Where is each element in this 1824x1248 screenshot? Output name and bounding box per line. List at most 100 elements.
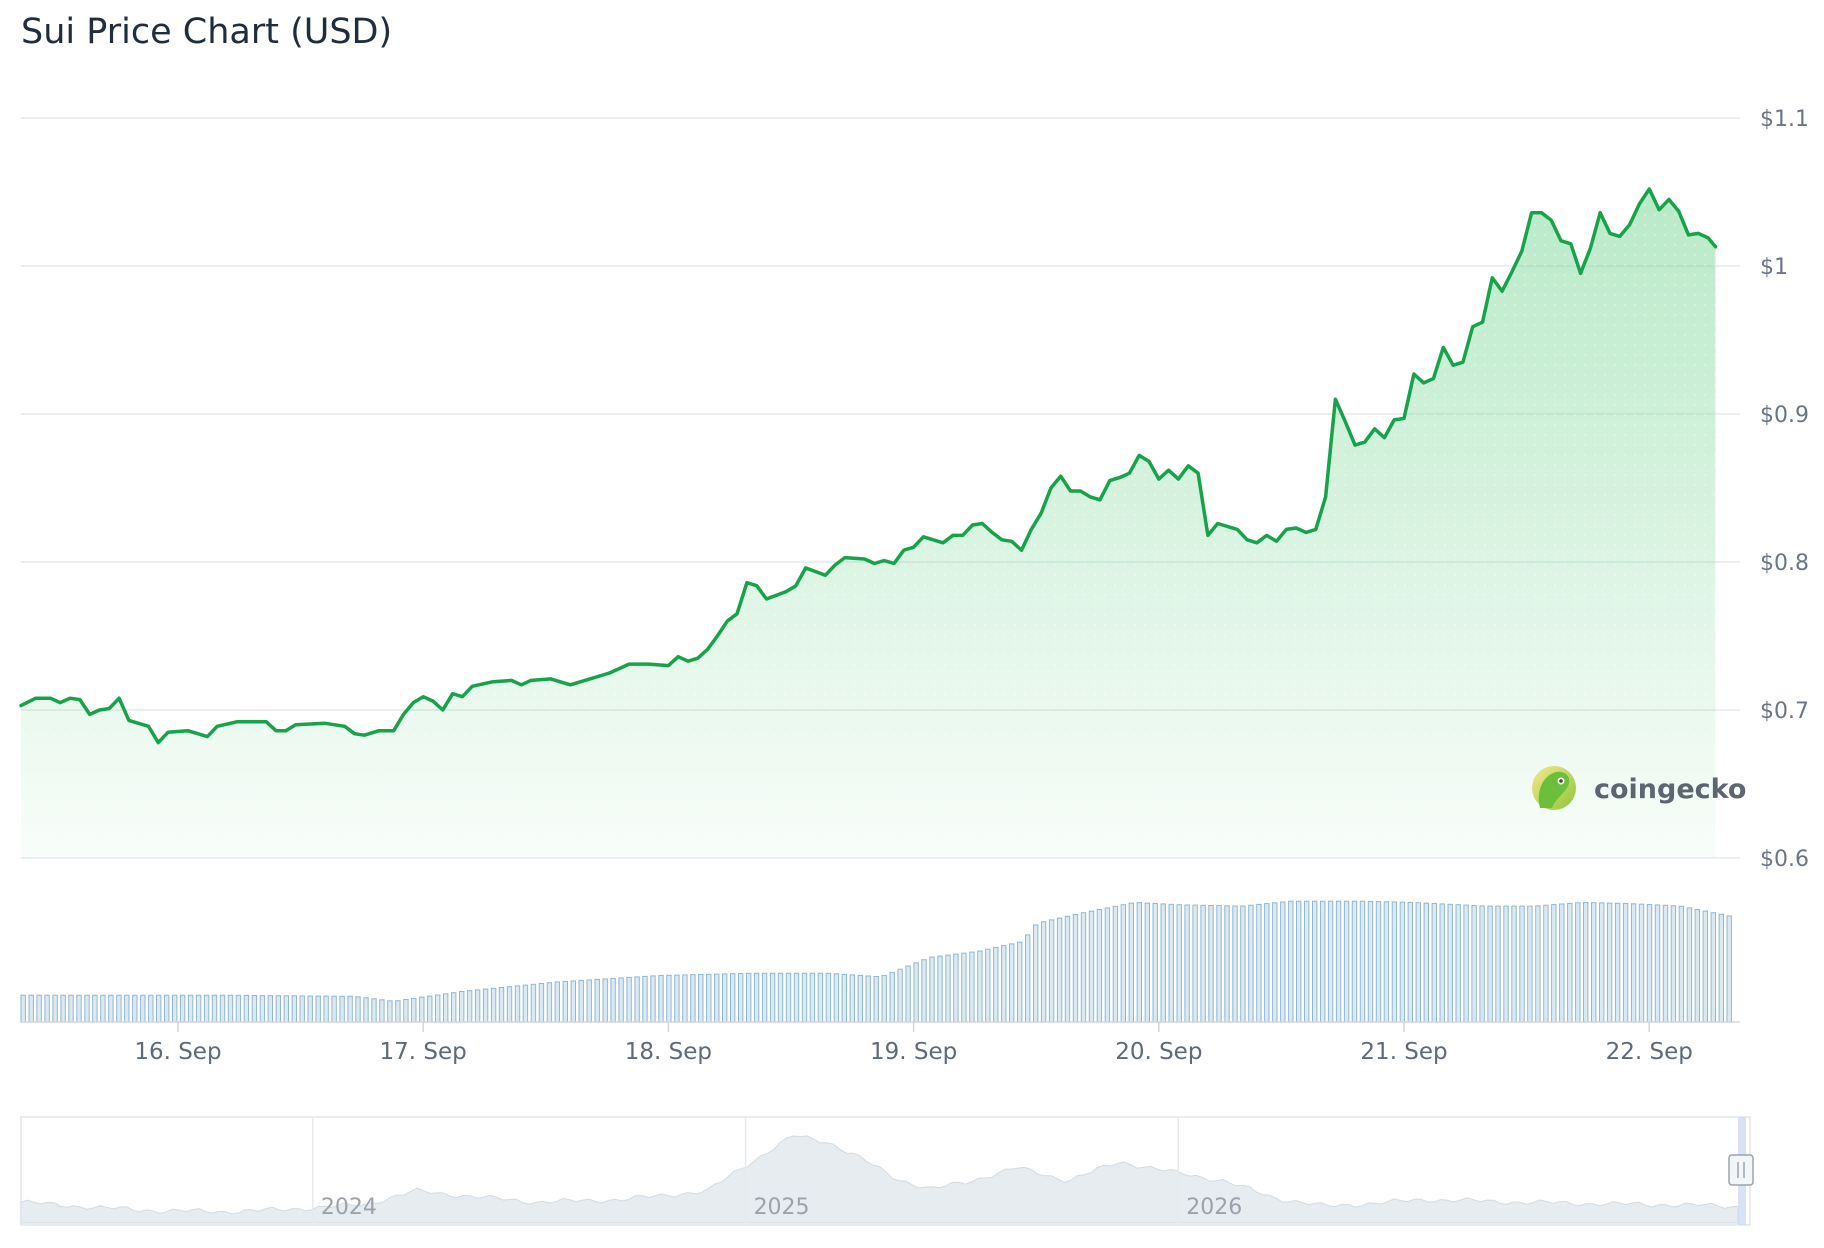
- volume-bar: [187, 994, 194, 1023]
- volume-bar: [1152, 903, 1158, 1023]
- volume-bar: [929, 956, 935, 1023]
- volume-bar: [1120, 904, 1126, 1023]
- volume-bar: [164, 994, 170, 1023]
- volume-bar: [1455, 904, 1461, 1023]
- volume-bar: [124, 994, 130, 1023]
- volume-bar: [1415, 902, 1421, 1023]
- volume-bar: [817, 972, 824, 1023]
- volume-bar: [1726, 915, 1732, 1023]
- volume-bar: [1280, 901, 1286, 1023]
- volume-bar: [953, 953, 959, 1023]
- volume-bar: [1056, 917, 1063, 1023]
- volume-bar: [219, 994, 226, 1023]
- volume-bar: [626, 976, 632, 1023]
- volume-bar: [1567, 902, 1573, 1023]
- volume-bar: [1327, 900, 1334, 1023]
- price-series: [19, 187, 1718, 745]
- volume-bar: [873, 976, 879, 1023]
- volume-bar: [20, 994, 26, 1023]
- volume-bar: [554, 981, 560, 1023]
- volume-bar: [658, 975, 664, 1023]
- volume-bar: [100, 994, 106, 1023]
- navigator-tick-label: 2026: [1186, 1195, 1242, 1220]
- volume-bar: [1096, 909, 1103, 1023]
- volume-bar: [459, 991, 465, 1023]
- volume-bar: [307, 995, 313, 1023]
- volume-bar: [1009, 943, 1015, 1023]
- volume-bar: [1654, 904, 1661, 1023]
- volume-bar: [1335, 900, 1342, 1023]
- volume-bar: [905, 965, 911, 1023]
- volume-bar: [435, 994, 441, 1023]
- volume-bar: [969, 951, 975, 1023]
- volume-bar: [52, 994, 58, 1023]
- y-tick-label: $0.6: [1760, 847, 1809, 872]
- volume-bar: [1264, 903, 1270, 1023]
- volume-bar: [379, 999, 385, 1023]
- volume-bar: [1128, 902, 1134, 1023]
- x-tick-label: 20. Sep: [1115, 1039, 1202, 1065]
- volume-bar: [1646, 904, 1653, 1023]
- volume-bar: [881, 975, 887, 1023]
- volume-bar: [1686, 907, 1693, 1023]
- volume-bar: [148, 994, 154, 1023]
- volume-bar: [1375, 901, 1382, 1023]
- volume-bar: [116, 994, 122, 1023]
- volume-bar: [801, 972, 808, 1023]
- range-navigator[interactable]: 2024 2025 2026: [20, 1116, 1754, 1226]
- volume-bar: [1630, 903, 1637, 1023]
- volume-bar: [714, 973, 720, 1023]
- volume-bar: [753, 972, 760, 1023]
- volume-bar: [474, 989, 481, 1023]
- volume-bar: [1224, 905, 1230, 1023]
- volume-bar: [419, 996, 425, 1023]
- volume-bar: [722, 973, 728, 1023]
- volume-bar: [203, 994, 210, 1023]
- volume-bar: [251, 995, 258, 1023]
- volume-bar: [777, 972, 784, 1023]
- volume-bar: [897, 968, 903, 1023]
- navigator-tick-label: 2024: [321, 1195, 377, 1220]
- volume-bar: [594, 978, 600, 1023]
- volume-bar: [28, 994, 34, 1023]
- x-axis: 16. Sep 17. Sep 18. Sep 19. Sep 20. Sep 21. S…: [134, 1022, 1693, 1065]
- volume-bar: [1463, 904, 1469, 1023]
- volume-bar: [323, 995, 329, 1023]
- volume-bar: [1240, 905, 1246, 1023]
- price-line: [19, 187, 1718, 745]
- navigator-handle[interactable]: [1728, 1154, 1754, 1186]
- volume-bar: [395, 1000, 401, 1023]
- volume-bar: [1312, 900, 1318, 1023]
- volume-bar: [1503, 905, 1509, 1023]
- volume-bar: [570, 980, 576, 1023]
- volume-bar: [1583, 902, 1589, 1023]
- price-area: [21, 189, 1716, 858]
- volume-bar: [1702, 910, 1708, 1023]
- volume-bar: [1535, 905, 1541, 1023]
- volume-bar: [1718, 913, 1724, 1023]
- volume-bar: [682, 974, 688, 1023]
- y-tick-label: $0.9: [1760, 403, 1809, 428]
- volume-bar: [945, 954, 951, 1023]
- volume-bar: [506, 986, 513, 1023]
- volume-bar: [562, 980, 568, 1023]
- volume-bar: [331, 995, 337, 1023]
- gecko-logo-icon: [1532, 766, 1576, 810]
- volume-bar: [1184, 904, 1190, 1023]
- volume-bar: [865, 975, 871, 1023]
- volume-bar: [809, 972, 816, 1023]
- volume-bar: [1320, 900, 1326, 1023]
- volume-bar: [363, 997, 369, 1023]
- volume-bar: [1694, 909, 1700, 1023]
- volume-bar: [825, 972, 832, 1023]
- volume-bar: [1359, 900, 1366, 1023]
- volume-bar: [690, 974, 696, 1023]
- volume-bar: [1208, 905, 1214, 1023]
- volume-bar: [578, 979, 584, 1023]
- volume-bar: [1216, 905, 1222, 1023]
- volume-bar: [1112, 905, 1119, 1023]
- volume-bar: [1136, 902, 1142, 1023]
- volume-bar: [1104, 907, 1111, 1023]
- volume-bar: [427, 995, 433, 1023]
